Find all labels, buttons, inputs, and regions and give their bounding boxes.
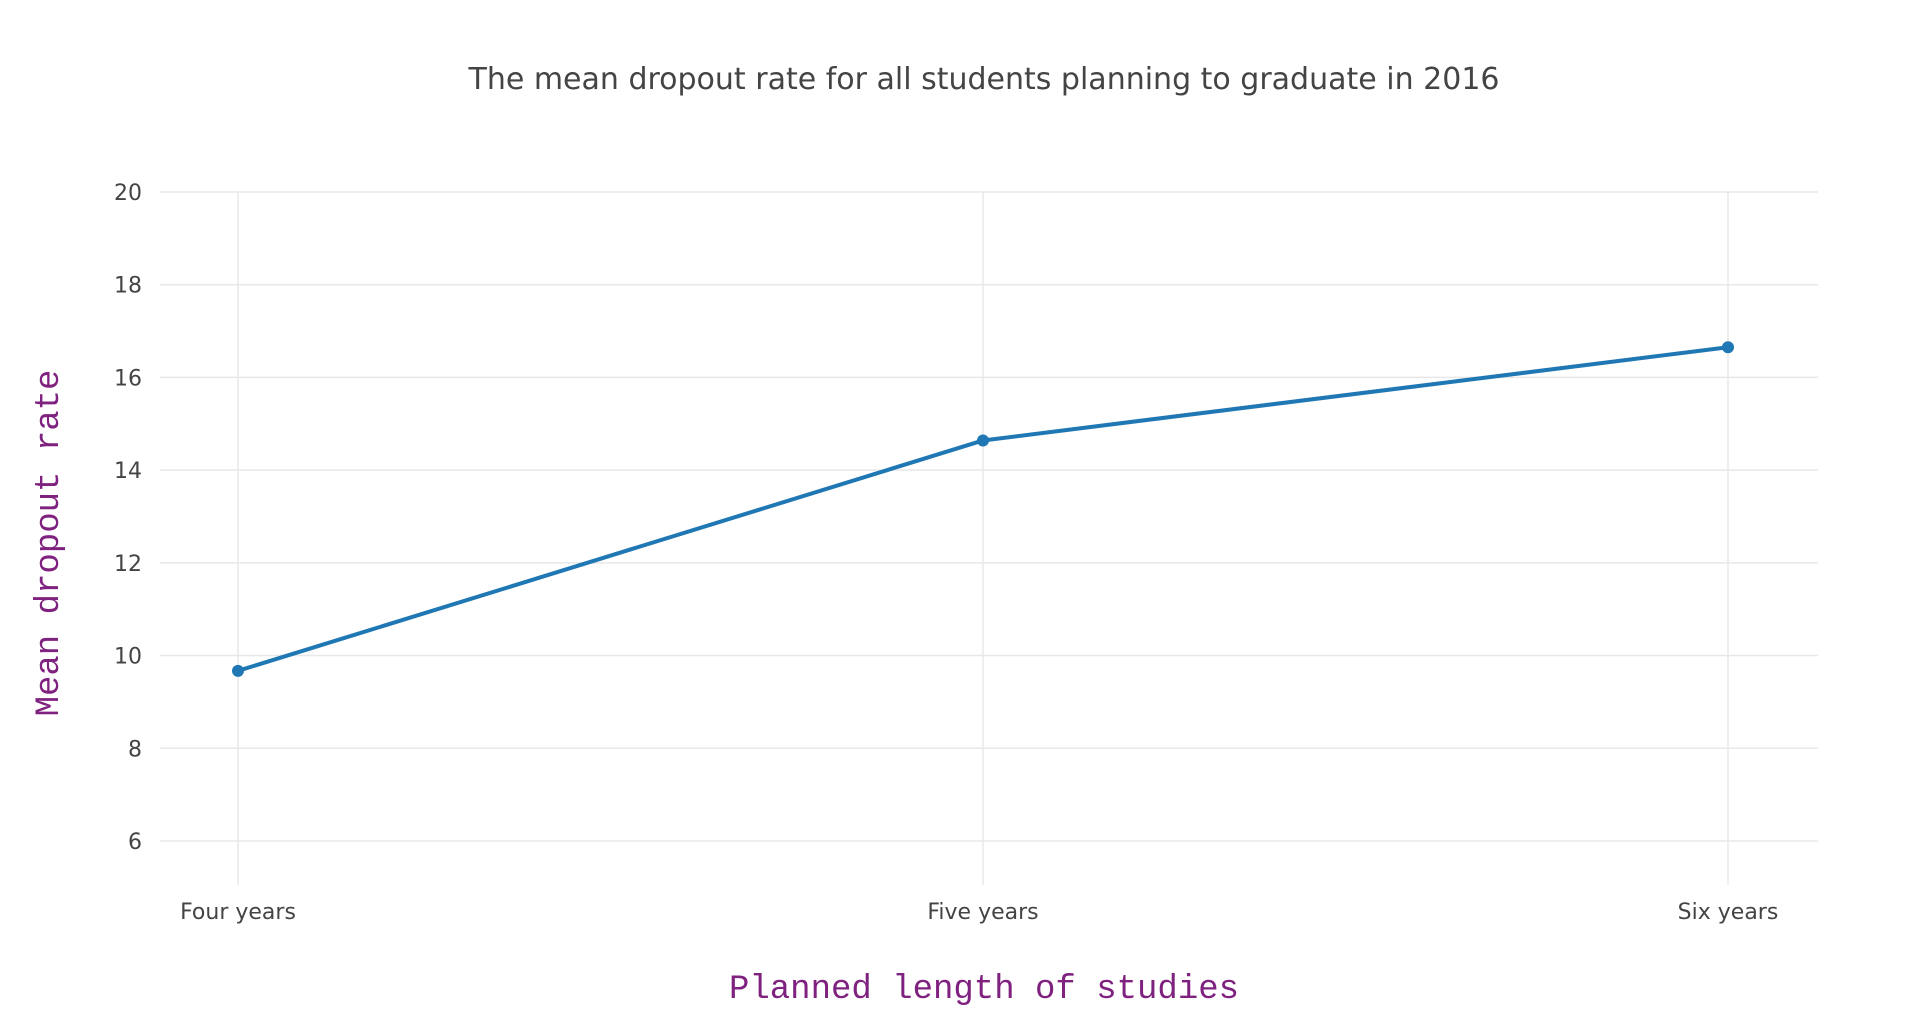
data-point — [1722, 341, 1734, 354]
x-tick-label: Six years — [1678, 900, 1779, 925]
y-axis-title: Mean dropout rate — [31, 370, 69, 717]
y-tick-label: 14 — [114, 459, 142, 484]
y-tick-label: 18 — [114, 274, 142, 299]
y-tick-label: 12 — [114, 552, 142, 577]
chart-title: The mean dropout rate for all students p… — [468, 62, 1500, 97]
y-tick-label: 10 — [114, 645, 142, 670]
y-tick-label: 16 — [114, 366, 142, 391]
data-point — [232, 664, 244, 677]
x-tick-label: Five years — [927, 900, 1038, 925]
x-tick-label: Four years — [180, 900, 296, 925]
y-tick-label: 8 — [128, 737, 142, 762]
gridlines — [160, 191, 1818, 885]
y-axis-ticks: 6 8 10 12 14 16 18 20 — [114, 181, 142, 855]
y-tick-label: 6 — [128, 830, 142, 855]
x-axis-ticks: Four years Five years Six years — [180, 900, 1778, 925]
y-tick-label: 20 — [114, 181, 142, 206]
data-series — [232, 341, 1734, 677]
x-axis-title: Planned length of studies — [729, 971, 1239, 1009]
data-point — [977, 434, 989, 447]
